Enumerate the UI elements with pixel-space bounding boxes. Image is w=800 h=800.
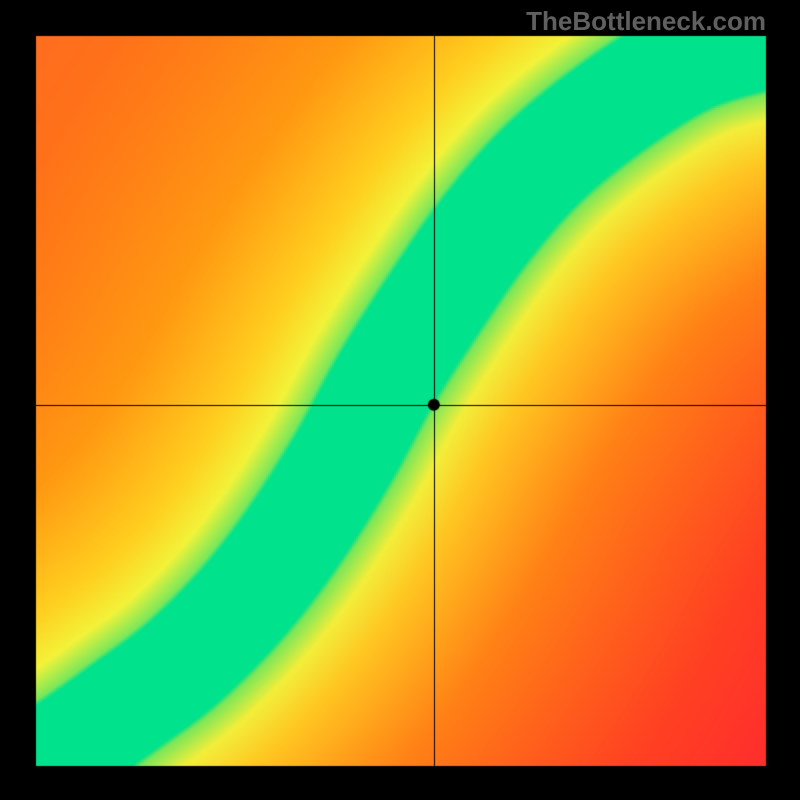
watermark-text: TheBottleneck.com	[526, 6, 766, 37]
chart-container: TheBottleneck.com	[0, 0, 800, 800]
overlay-canvas	[0, 0, 800, 800]
